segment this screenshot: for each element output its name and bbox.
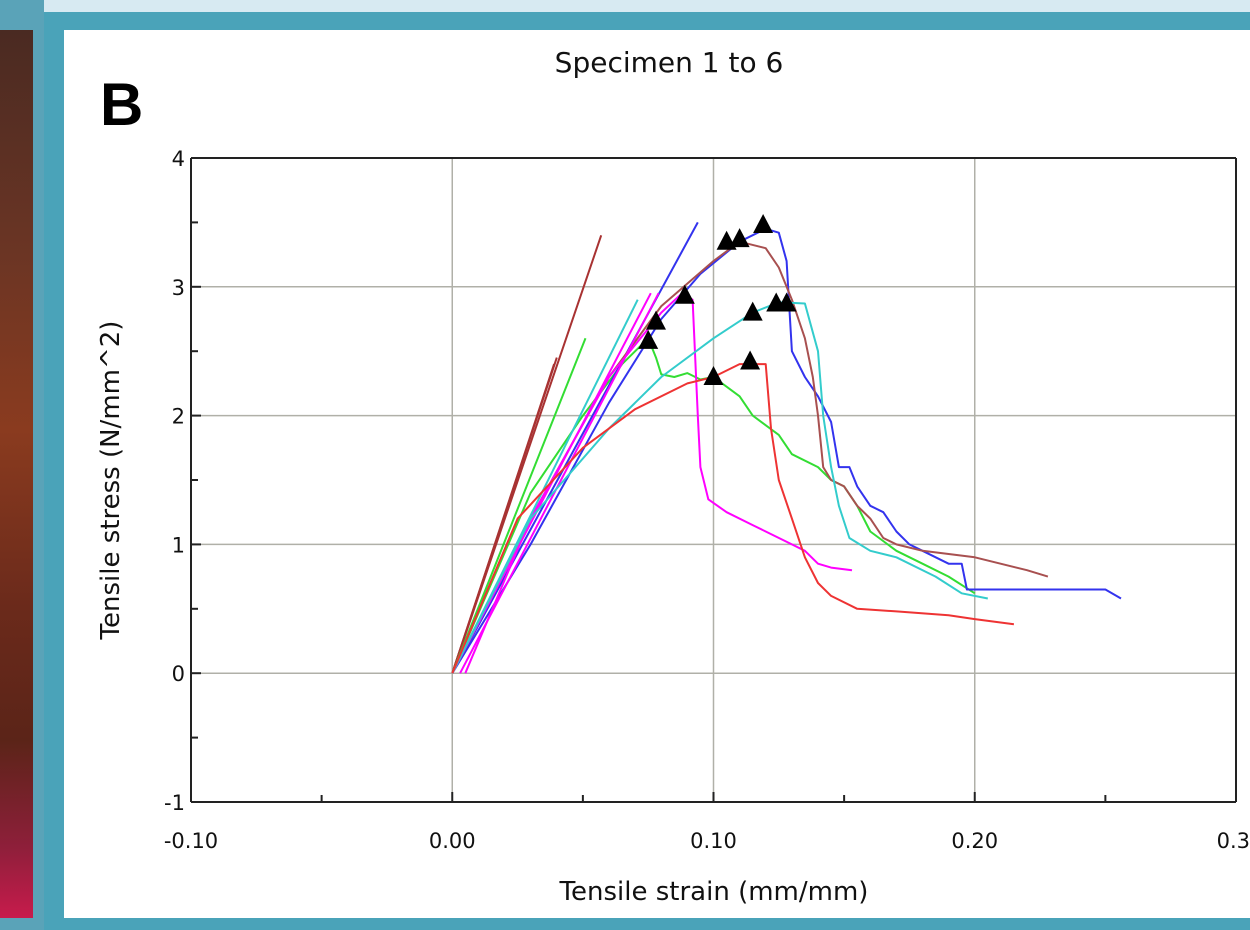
adjacent-photo-panel [0, 30, 33, 918]
series-line-7 [451, 227, 1122, 674]
failure-marker [753, 214, 774, 233]
y-axis-label: Tensile stress (N/mm^2) [96, 321, 126, 641]
series-line-14 [451, 363, 1015, 674]
x-tick-label: -0.10 [164, 829, 218, 853]
y-tick-label: 2 [172, 405, 185, 429]
failure-marker [703, 366, 724, 385]
series-line-4 [451, 337, 587, 674]
y-tick-label: 0 [172, 662, 185, 686]
y-tick-label: 3 [172, 276, 185, 300]
failure-marker [776, 292, 797, 312]
failure-markers [638, 214, 797, 385]
series-line-11 [464, 292, 853, 674]
series-lines [451, 221, 1122, 674]
x-tick-label: 0.20 [951, 829, 998, 853]
stress-strain-chart: B Specimen 1 to 6 -1 0 1 2 3 4 -0.10 0.00 0.10 0.… [96, 46, 1250, 907]
series-line-13 [451, 301, 988, 674]
y-tick-label: 1 [172, 533, 185, 557]
failure-marker [674, 284, 695, 304]
failure-marker [740, 350, 761, 370]
chart-title: Specimen 1 to 6 [555, 46, 784, 79]
series-line-8 [451, 240, 1049, 674]
failure-marker [729, 228, 750, 248]
grid [191, 158, 1236, 802]
x-tick-label: 0.00 [429, 829, 476, 853]
y-tick-label: 4 [172, 147, 185, 171]
panel-letter: B [100, 71, 143, 138]
y-tick-label: -1 [164, 791, 185, 815]
series-line-3 [451, 234, 603, 674]
failure-marker [638, 329, 659, 349]
failure-marker [646, 310, 666, 330]
x-axis-label: Tensile strain (mm/mm) [559, 877, 869, 907]
x-tick-label: 0.3 [1217, 829, 1250, 853]
tick-labels: -1 0 1 2 3 4 -0.10 0.00 0.10 0.20 0.3 [164, 147, 1250, 853]
series-line-6 [451, 221, 699, 674]
axes [190, 157, 1237, 803]
failure-marker [742, 301, 763, 321]
x-tick-label: 0.10 [690, 829, 737, 853]
chart-panel: B Specimen 1 to 6 -1 0 1 2 3 4 -0.10 0.00 0.10 0.… [64, 30, 1250, 918]
